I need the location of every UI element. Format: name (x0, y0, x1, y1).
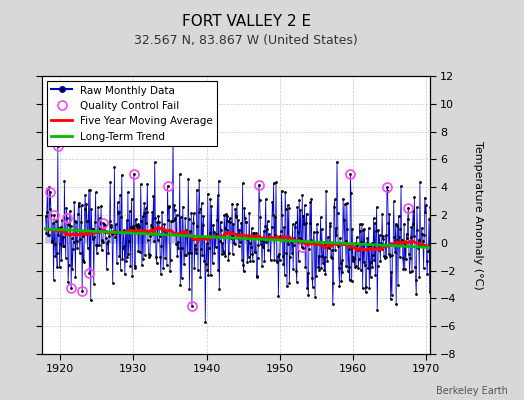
Text: 32.567 N, 83.867 W (United States): 32.567 N, 83.867 W (United States) (134, 34, 358, 47)
Y-axis label: Temperature Anomaly (°C): Temperature Anomaly (°C) (473, 141, 483, 289)
Legend: Raw Monthly Data, Quality Control Fail, Five Year Moving Average, Long-Term Tren: Raw Monthly Data, Quality Control Fail, … (47, 81, 217, 146)
Text: FORT VALLEY 2 E: FORT VALLEY 2 E (182, 14, 311, 29)
Text: Berkeley Earth: Berkeley Earth (436, 386, 508, 396)
